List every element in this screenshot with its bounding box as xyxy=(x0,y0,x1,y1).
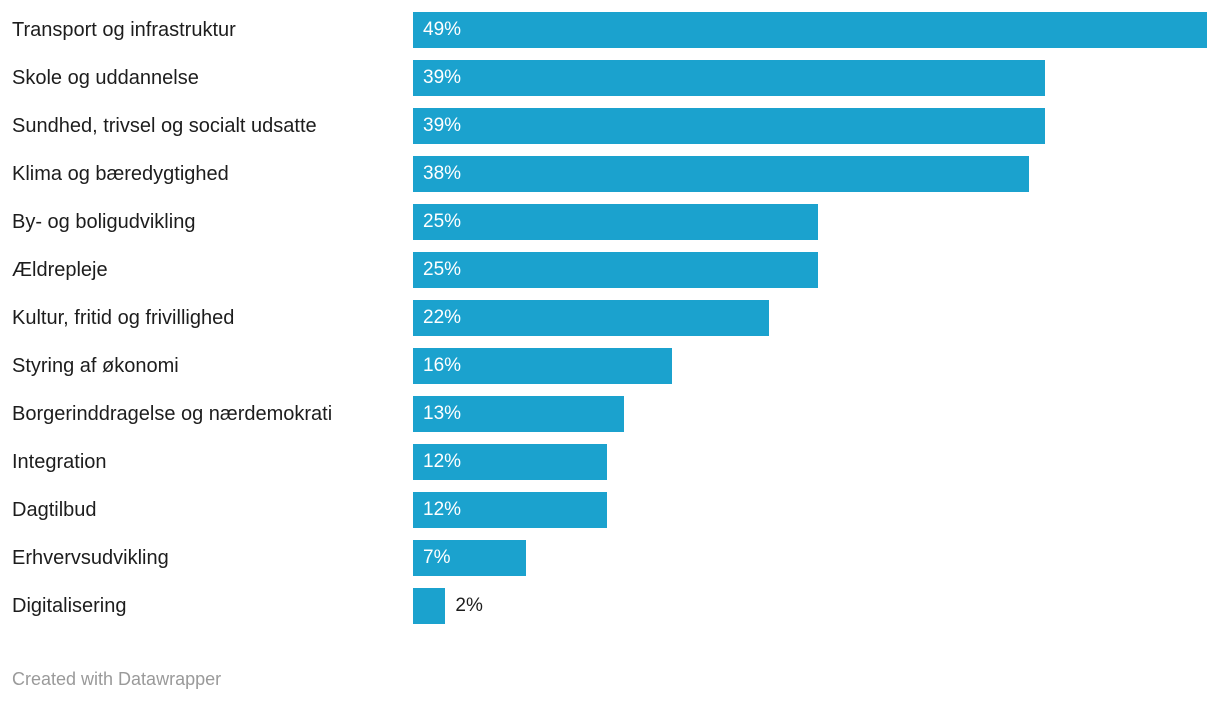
value-label: 13% xyxy=(423,403,462,424)
bar-track: 38% xyxy=(413,156,1207,192)
bar-track: 12% xyxy=(413,492,1207,528)
bar-track: 49% xyxy=(413,12,1207,48)
bar-track: 25% xyxy=(413,204,1207,240)
bar-row: Transport og infrastruktur 49% xyxy=(0,6,1220,54)
bar-track: 7% xyxy=(413,540,1207,576)
value-label: 25% xyxy=(423,259,462,280)
bar-row: By- og boligudvikling 25% xyxy=(0,198,1220,246)
category-label: Transport og infrastruktur xyxy=(12,19,236,41)
category-label: Ældrepleje xyxy=(12,259,108,281)
bar-row: Sundhed, trivsel og socialt udsatte 39% xyxy=(0,102,1220,150)
bar xyxy=(413,588,446,624)
bar: 39% xyxy=(413,60,1045,96)
category-label: Digitalisering xyxy=(12,595,127,617)
bar-track: 16% xyxy=(413,348,1207,384)
bar-track: 39% xyxy=(413,108,1207,144)
attribution-text: Created with Datawrapper xyxy=(12,669,222,689)
category-label: Integration xyxy=(12,451,107,473)
bar-row: Skole og uddannelse 39% xyxy=(0,54,1220,102)
bar-track: 39% xyxy=(413,60,1207,96)
bar: 25% xyxy=(413,252,819,288)
bar: 25% xyxy=(413,204,819,240)
value-label: 16% xyxy=(423,355,462,376)
bar-row: Kultur, fritid og frivillighed 22% xyxy=(0,294,1220,342)
bar-track: 13% xyxy=(413,396,1207,432)
value-label: 12% xyxy=(423,499,462,520)
category-label: Sundhed, trivsel og socialt udsatte xyxy=(12,115,317,137)
bar: 7% xyxy=(413,540,527,576)
bar-track: 12% xyxy=(413,444,1207,480)
value-label: 38% xyxy=(423,163,462,184)
bar: 16% xyxy=(413,348,673,384)
bar-row: Borgerinddragelse og nærdemokrati 13% xyxy=(0,390,1220,438)
category-label: Kultur, fritid og frivillighed xyxy=(12,307,235,329)
bar: 39% xyxy=(413,108,1045,144)
value-label: 25% xyxy=(423,211,462,232)
bar-track: 25% xyxy=(413,252,1207,288)
bar: 38% xyxy=(413,156,1029,192)
bar-track: 2% xyxy=(413,588,1207,624)
category-label: By- og boligudvikling xyxy=(12,211,196,233)
category-label: Borgerinddragelse og nærdemokrati xyxy=(12,403,333,425)
bar-row: Styring af økonomi 16% xyxy=(0,342,1220,390)
bar-row: Dagtilbud 12% xyxy=(0,486,1220,534)
value-label: 7% xyxy=(423,547,451,568)
bar-row: Klima og bæredygtighed 38% xyxy=(0,150,1220,198)
value-label: 39% xyxy=(423,67,462,88)
value-label: 2% xyxy=(455,595,483,616)
bar-track: 22% xyxy=(413,300,1207,336)
bar-row: Erhvervsudvikling 7% xyxy=(0,534,1220,582)
value-label: 39% xyxy=(423,115,462,136)
category-label: Skole og uddannelse xyxy=(12,67,199,89)
category-label: Erhvervsudvikling xyxy=(12,547,169,569)
bar: 12% xyxy=(413,444,608,480)
value-label: 12% xyxy=(423,451,462,472)
value-label: 49% xyxy=(423,19,462,40)
bar: 22% xyxy=(413,300,770,336)
category-label: Klima og bæredygtighed xyxy=(12,163,229,185)
bar-row: Ældrepleje 25% xyxy=(0,246,1220,294)
bar-rows: Transport og infrastruktur 49% Skole og ud… xyxy=(0,6,1220,630)
bar: 12% xyxy=(413,492,608,528)
bar: 13% xyxy=(413,396,624,432)
value-label: 22% xyxy=(423,307,462,328)
bar: 49% xyxy=(413,12,1207,48)
category-label: Dagtilbud xyxy=(12,499,97,521)
bar-row: Integration 12% xyxy=(0,438,1220,486)
category-label: Styring af økonomi xyxy=(12,355,179,377)
bar-row: Digitalisering 2% xyxy=(0,582,1220,630)
